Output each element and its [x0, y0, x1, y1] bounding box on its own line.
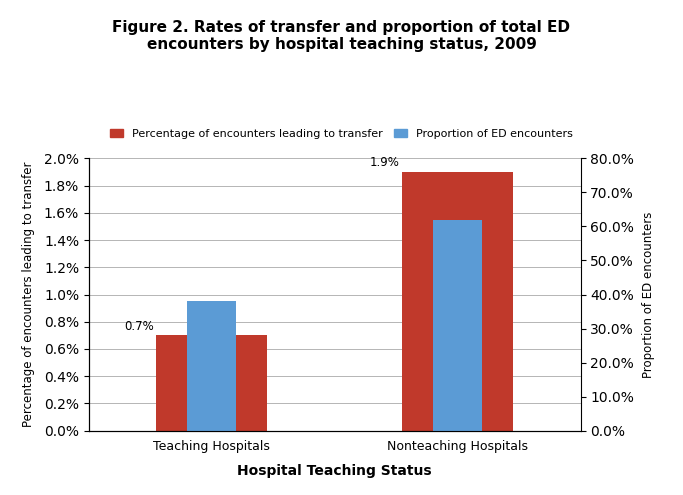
Bar: [187, 301, 236, 431]
Bar: [156, 336, 267, 431]
Y-axis label: Proportion of ED encounters: Proportion of ED encounters: [643, 211, 656, 378]
Bar: [433, 220, 482, 431]
Y-axis label: Percentage of encounters leading to transfer: Percentage of encounters leading to tran…: [23, 162, 36, 427]
X-axis label: Hospital Teaching Status: Hospital Teaching Status: [238, 464, 432, 479]
Legend: Percentage of encounters leading to transfer, Proportion of ED encounters: Percentage of encounters leading to tran…: [105, 124, 578, 144]
Text: 1.9%: 1.9%: [370, 156, 400, 169]
Text: 0.7%: 0.7%: [124, 320, 154, 333]
Text: Figure 2. Rates of transfer and proportion of total ED
encounters by hospital te: Figure 2. Rates of transfer and proporti…: [113, 20, 570, 52]
Bar: [402, 172, 513, 431]
